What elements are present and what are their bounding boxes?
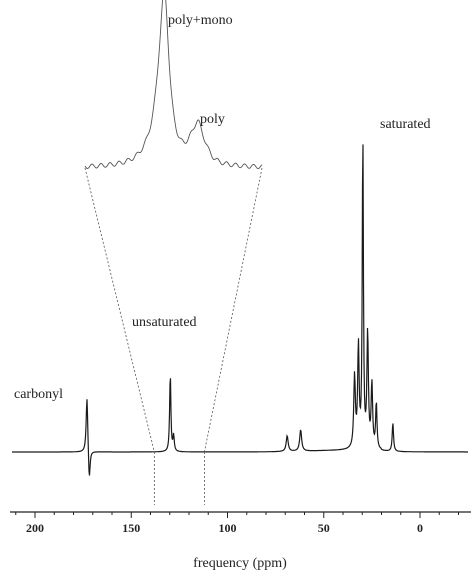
label-poly-mono: poly+mono [168,13,233,28]
label-carbonyl: carbonyl [14,387,63,402]
label-saturated: saturated [380,117,431,132]
x-tick-label-100: 100 [219,521,237,535]
inset-guide-left [84,167,155,453]
x-axis-title: frequency (ppm) [193,556,287,571]
x-tick-label-0: 0 [417,521,423,535]
inset-spectrum-trace [84,0,263,170]
x-tick-label-150: 150 [122,521,140,535]
label-unsaturated: unsaturated [132,315,197,330]
x-tick-label-200: 200 [26,521,44,535]
inset-guide-right [204,167,263,453]
x-axis-ticks: 200 150 100 50 0 [15,512,459,535]
x-tick-label-50: 50 [318,521,330,535]
label-poly: poly [200,112,225,127]
main-spectrum-trace [12,144,468,476]
